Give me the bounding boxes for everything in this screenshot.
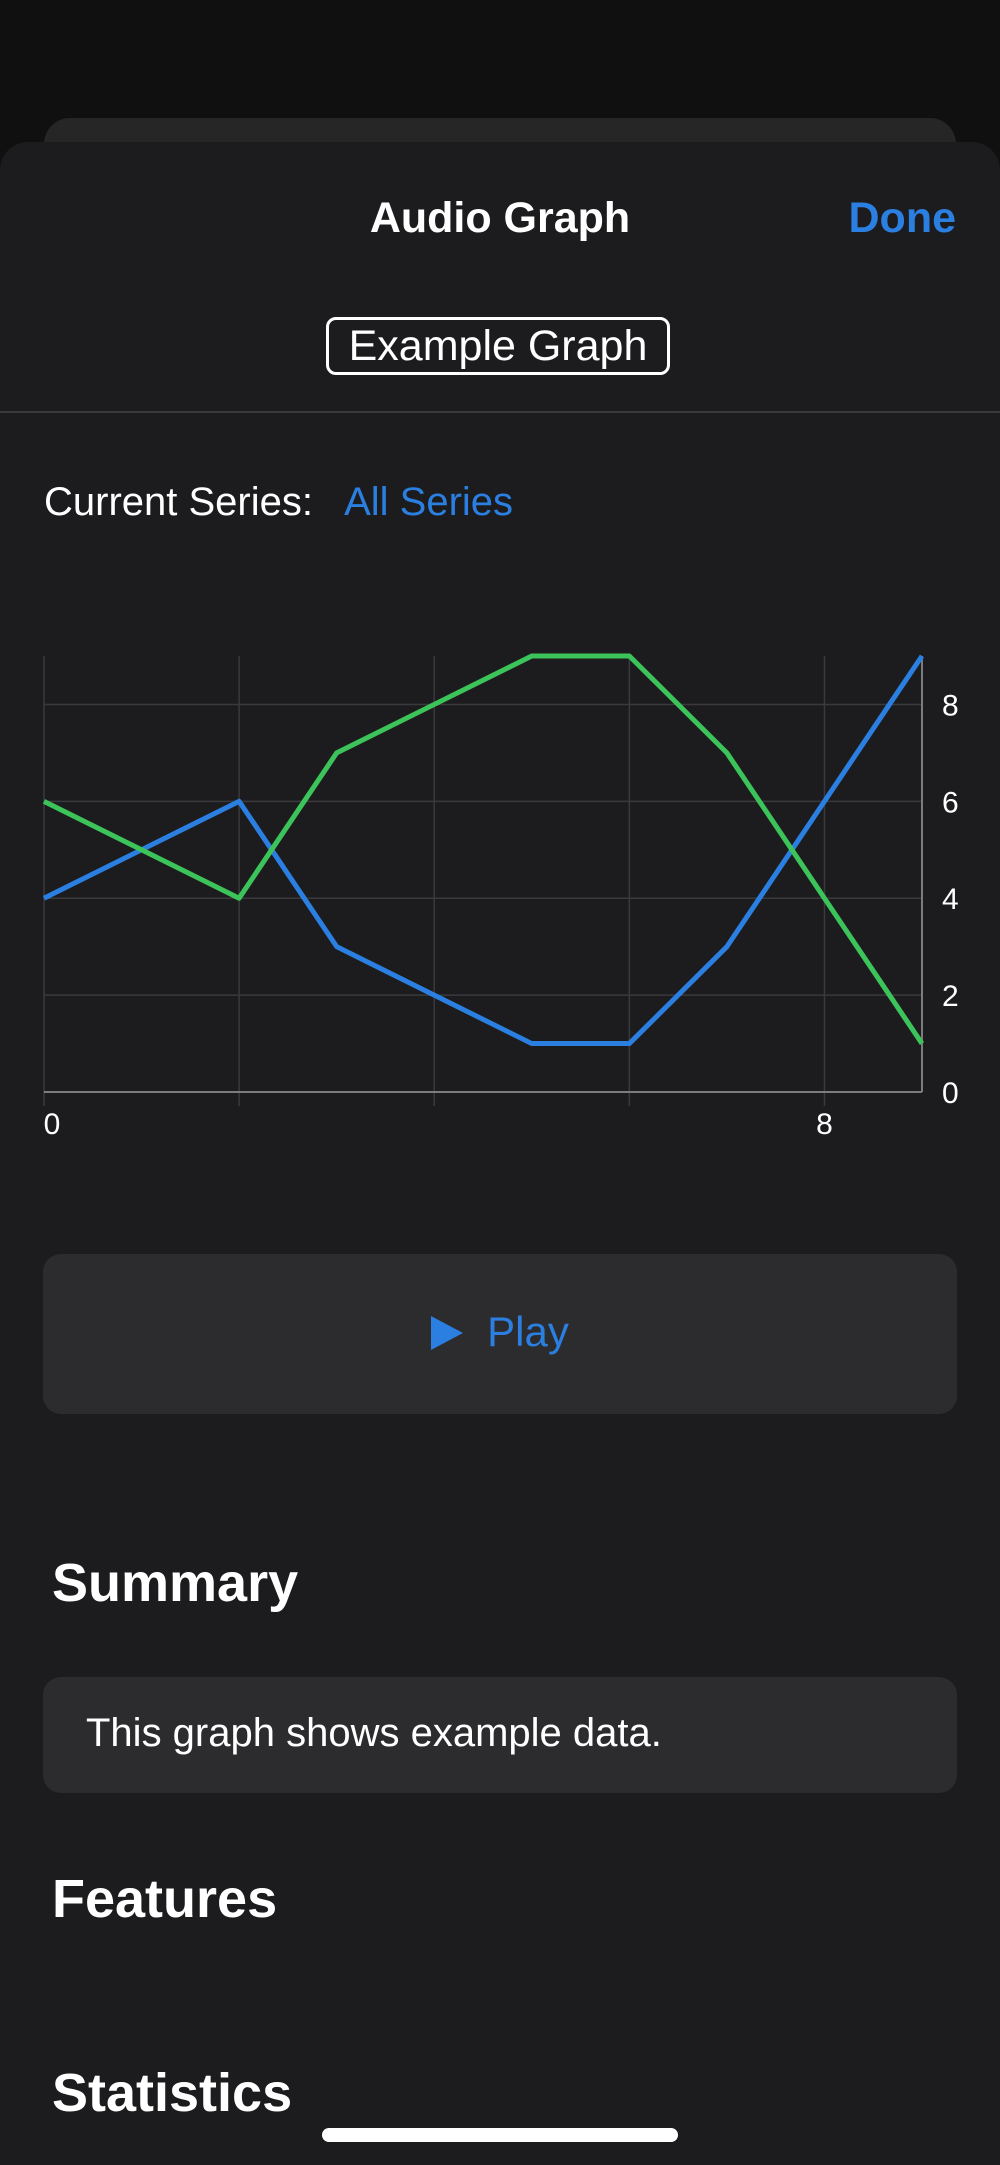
line-chart: 0 2 4 6 8 0 8 (42, 653, 959, 1141)
done-button[interactable]: Done (848, 194, 957, 242)
play-label: Play (487, 1308, 569, 1355)
y-tick-label: 8 (942, 689, 959, 722)
audio-graph-sheet: Audio Graph Done Example Graph Current S… (0, 142, 1000, 2165)
summary-text: This graph shows example data. (86, 1711, 662, 1755)
y-tick-label: 0 (942, 1077, 959, 1110)
summary-heading: Summary (52, 1553, 299, 1613)
y-tick-label: 6 (942, 786, 959, 819)
header-divider (0, 411, 1000, 413)
graph-title: Example Graph (326, 317, 670, 375)
series-line-2 (42, 653, 925, 1045)
x-tick-label: 0 (44, 1108, 61, 1141)
y-tick-label: 4 (942, 883, 959, 916)
home-indicator (322, 2128, 678, 2142)
features-heading: Features (52, 1869, 278, 1929)
summary-box: This graph shows example data. (43, 1677, 957, 1793)
current-series-label: Current Series: (44, 480, 313, 524)
current-series-row: Current Series: All Series (44, 480, 513, 525)
nav-title: Audio Graph (369, 194, 631, 242)
play-button[interactable]: Play (43, 1254, 957, 1414)
statistics-heading: Statistics (52, 2063, 293, 2123)
current-series-picker[interactable]: All Series (344, 480, 514, 524)
x-tick-label: 8 (816, 1108, 833, 1141)
y-tick-label: 2 (942, 980, 959, 1013)
play-icon (431, 1316, 464, 1350)
